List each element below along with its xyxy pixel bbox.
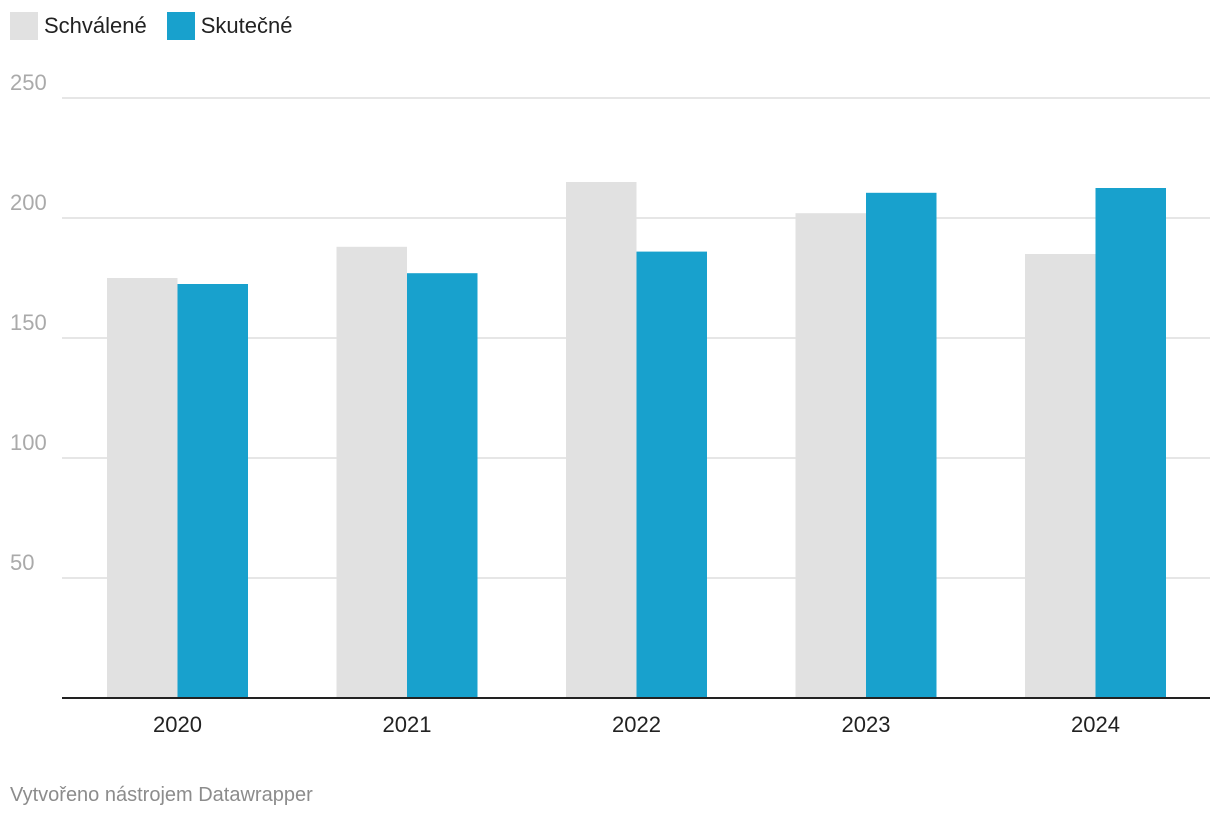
bar-skutecne-2020 [177,284,248,698]
y-tick-label-100: 100 [10,430,47,455]
legend-label-skutecne: Skutečné [200,13,293,38]
bar-skutecne-2021 [407,273,478,698]
bar-schvalene-2021 [336,246,407,699]
bar-schvalene-2020 [107,278,178,698]
y-tick-label-50: 50 [10,550,34,575]
legend-swatch-skutecne [166,12,195,40]
y-axis-labels: 50 100 150 200 250 [10,70,47,575]
legend-label-schvalene: Schválené [44,13,147,38]
y-tick-label-150: 150 [10,310,47,335]
bars [107,182,1166,699]
bar-skutecne-2022 [636,251,707,698]
x-tick-label-2020: 2020 [153,712,202,737]
legend-item-skutecne: Skutečné [166,12,293,40]
x-tick-label-2021: 2021 [383,712,432,737]
y-tick-label-250: 250 [10,70,47,95]
x-tick-label-2022: 2022 [612,712,661,737]
credit-text: Vytvořeno nástrojem Datawrapper [10,784,313,806]
y-tick-label-200: 200 [10,190,47,215]
legend-item-schvalene: Schválené [10,12,147,40]
bar-schvalene-2024 [1025,254,1096,698]
legend: Schválené Skutečné [10,12,312,40]
bar-schvalene-2023 [795,213,866,698]
x-tick-label-2024: 2024 [1071,712,1120,737]
bar-skutecne-2024 [1095,188,1166,698]
legend-swatch-schvalene [10,12,38,40]
bar-schvalene-2022 [566,182,637,698]
x-axis: 2020 2021 2022 2023 2024 [62,697,1210,737]
bar-skutecne-2023 [866,192,937,699]
x-tick-label-2023: 2023 [842,712,891,737]
